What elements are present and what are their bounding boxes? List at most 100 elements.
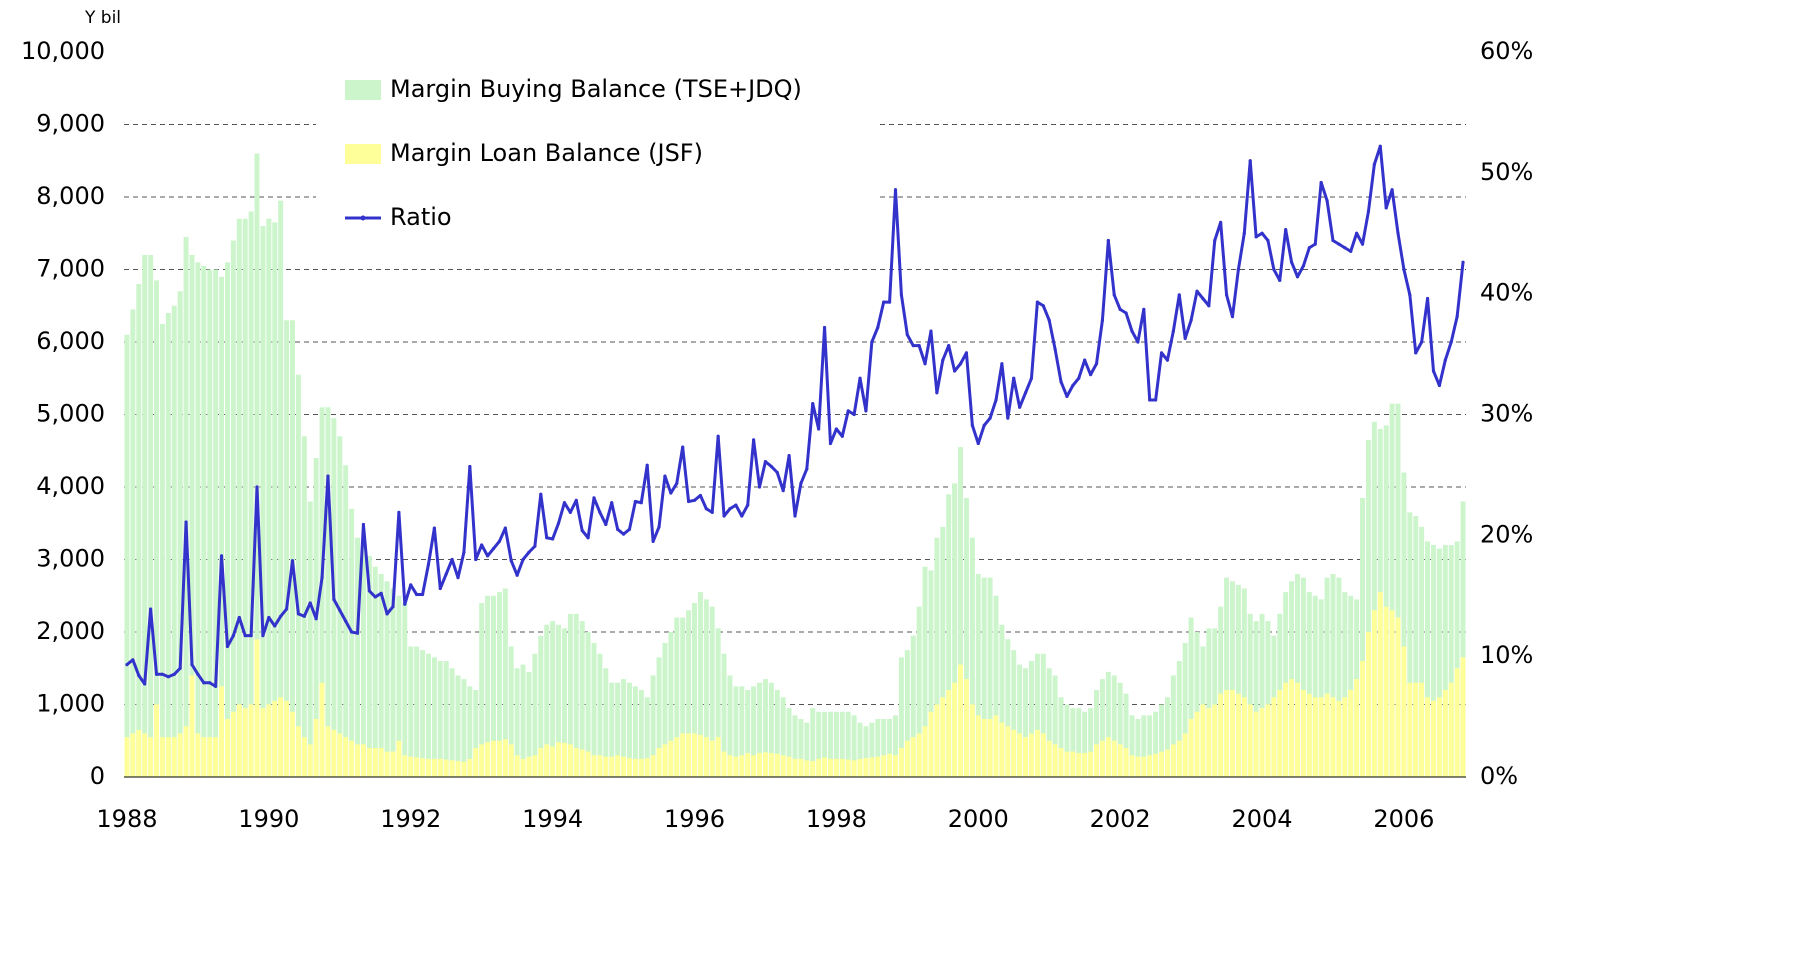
bar [1194,632,1200,777]
line-marker [1414,351,1418,355]
bar [408,646,414,777]
line-marker [1272,267,1276,272]
line-marker [1425,296,1430,301]
line-marker [1325,199,1329,203]
line-marker [1159,351,1164,355]
line-marker [988,416,992,420]
bar [165,737,171,777]
bar [686,610,692,777]
bar [1259,613,1265,777]
bar [337,733,343,777]
line-marker [964,351,969,355]
line-marker [1165,358,1170,362]
bar [662,642,668,777]
line-marker [1420,340,1424,344]
bar [963,497,969,777]
bar [1135,756,1141,777]
bar [774,690,780,777]
bar [437,661,443,777]
bar [431,758,437,777]
bar [420,650,426,777]
line-marker [1213,238,1217,243]
line-marker [639,501,643,505]
bar [1336,700,1342,777]
bar [502,739,508,777]
line-marker [941,358,945,362]
bar [1224,577,1230,777]
bar [1052,744,1058,777]
line-marker [1343,246,1347,250]
bar [869,722,875,777]
bar [638,758,644,777]
line-marker [468,464,472,469]
line-marker [994,398,998,402]
bar [1218,693,1224,777]
bar [319,682,325,777]
bar [538,748,544,777]
line-marker [645,463,649,467]
bar [757,753,763,777]
line-marker [616,527,620,531]
line-marker [415,592,419,597]
line-marker [444,572,448,576]
bar [893,755,898,777]
line-marker [1242,231,1246,235]
bar [1147,715,1153,777]
bar [331,729,337,777]
bar [762,679,768,777]
legend-label: Ratio [390,203,452,231]
bar [1176,740,1182,777]
bar [757,682,763,777]
bar [1034,653,1040,777]
bar [1342,697,1348,777]
bar [733,686,739,777]
line-marker [521,557,525,562]
bar [1295,574,1300,777]
bar [142,255,148,777]
bar [556,742,562,777]
line-marker [255,485,259,489]
bar [1017,733,1023,777]
y-tick-label: 4,000 [36,472,105,500]
bar [875,719,881,777]
line-marker [722,514,726,518]
line-marker [497,539,502,543]
bar [272,222,278,777]
line-marker [338,608,342,612]
bar [1306,592,1312,777]
bar [1330,697,1336,777]
bar [148,737,154,777]
bar [881,755,887,777]
bar [1023,668,1029,777]
bar [928,570,934,777]
line-marker [420,592,425,597]
bar [591,642,597,777]
bar [224,719,230,777]
bar [591,755,597,777]
line-marker [1224,293,1229,297]
bar [940,697,946,777]
line-marker [734,503,738,507]
line-marker [858,376,862,380]
bar [1265,704,1271,777]
bar [810,708,816,777]
bar [290,711,295,777]
bar [254,153,260,777]
bar [893,715,898,777]
line-marker [385,612,389,616]
bar [431,657,437,777]
bar [1448,682,1454,777]
bar [1182,733,1188,777]
bar [1105,671,1111,777]
line-marker [976,441,980,446]
bar [1011,650,1017,777]
bar [1259,708,1265,777]
y-tick-label: 9,000 [36,110,105,138]
bar [502,588,508,777]
bar [946,494,952,777]
line-marker [131,658,135,662]
bar [1229,690,1235,777]
bar [585,632,591,777]
bar [1425,697,1431,777]
